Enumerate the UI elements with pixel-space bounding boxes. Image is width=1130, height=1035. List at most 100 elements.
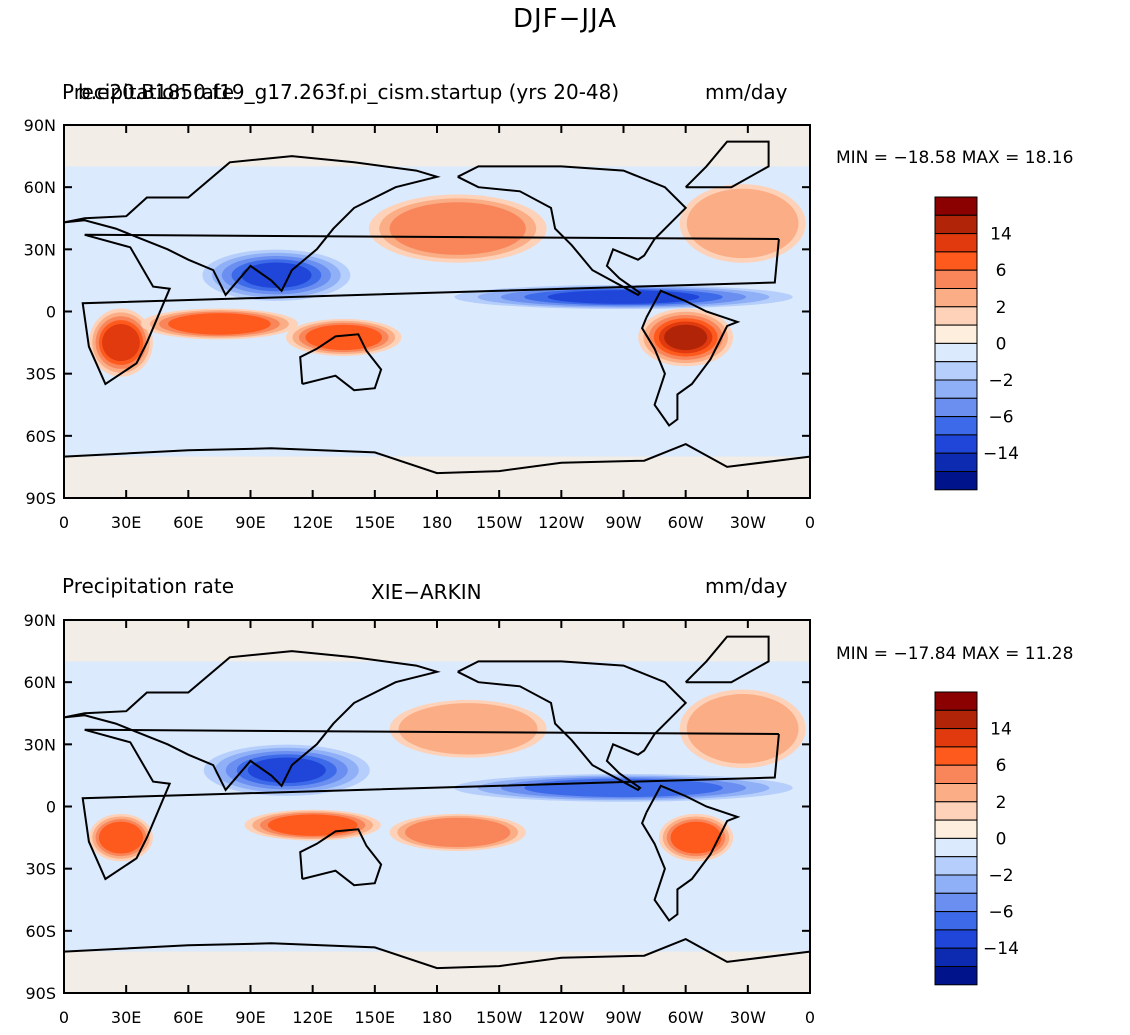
lon-tick-label: 150W: [476, 513, 523, 532]
lon-tick-label: 30E: [111, 513, 141, 532]
colorbar-swatch: [934, 251, 978, 271]
colorbar-swatch: [934, 306, 978, 326]
colorbar-swatch: [934, 709, 978, 730]
lon-tick-label: 120W: [538, 1008, 585, 1027]
lon-tick-label: 60E: [173, 1008, 203, 1027]
colorbar-swatch: [934, 269, 978, 290]
lon-tick-label: 60W: [668, 513, 704, 532]
colorbar-swatch: [934, 471, 978, 491]
lat-tick-label: 90N: [24, 116, 56, 135]
colorbar-label: 14: [990, 225, 1012, 245]
colorbar-label: −2: [988, 866, 1013, 886]
lat-tick-label: 90S: [25, 489, 56, 508]
colorbar-label: −14: [983, 444, 1019, 464]
coastline: [64, 442, 810, 475]
lon-tick-label: 30W: [730, 513, 766, 532]
panel1-map: [64, 125, 810, 498]
colorbar-swatch: [934, 966, 978, 986]
lon-tick-label: 150W: [476, 1008, 523, 1027]
panel1-minmax: MIN = −18.58 MAX = 18.16: [836, 148, 1074, 168]
coastline: [684, 635, 770, 684]
colorbar-swatch: [934, 728, 978, 748]
coastline: [457, 165, 688, 297]
lat-tick-label: 0: [46, 798, 56, 817]
coastline: [457, 660, 688, 792]
precip-contour: [389, 202, 526, 255]
panel1-units: mm/day: [705, 80, 788, 104]
colorbar-label: −6: [988, 408, 1013, 428]
precip-contour: [670, 821, 722, 854]
colorbar-label: −14: [983, 939, 1019, 959]
lat-tick-label: 30N: [24, 240, 56, 259]
colorbar-swatch: [934, 434, 978, 454]
precip-contour: [267, 814, 358, 836]
colorbar-label: 2: [996, 793, 1007, 813]
lon-tick-label: 180: [422, 513, 453, 532]
colorbar-swatch: [934, 746, 978, 766]
colorbar-swatch: [934, 288, 978, 308]
precip-contour: [168, 313, 271, 335]
coastline: [640, 289, 741, 427]
precip-contour: [98, 821, 144, 854]
precip-contour: [686, 188, 799, 259]
lat-tick-label: 30S: [25, 860, 56, 879]
lat-tick-label: 60S: [25, 922, 56, 941]
colorbar-swatch: [934, 452, 978, 473]
lon-tick-label: 90W: [605, 513, 641, 532]
lat-tick-label: 30N: [24, 735, 56, 754]
lat-tick-label: 60S: [25, 427, 56, 446]
colorbar-swatch: [934, 837, 978, 858]
field-background: [64, 620, 810, 993]
precip-contour: [102, 324, 140, 362]
lon-tick-label: 0: [805, 513, 815, 532]
panel2-minmax: MIN = −17.84 MAX = 11.28: [836, 644, 1074, 664]
lat-tick-label: 0: [46, 303, 56, 322]
precip-contour: [547, 290, 700, 304]
coastline: [81, 728, 780, 881]
lat-tick-label: 60N: [24, 178, 56, 197]
coastline: [81, 233, 780, 386]
colorbar-swatch: [934, 196, 978, 216]
colorbar-swatch: [934, 397, 978, 418]
coastline: [299, 333, 383, 392]
lat-tick-label: 60N: [24, 673, 56, 692]
colorbar-swatch: [934, 892, 978, 913]
colorbar-swatch: [934, 233, 978, 253]
coastline: [640, 784, 741, 922]
lon-tick-label: 90E: [235, 513, 265, 532]
colorbar-swatch: [934, 324, 978, 344]
colorbar-label: 0: [996, 334, 1007, 354]
colorbar-label: 0: [996, 829, 1007, 849]
coastline: [684, 140, 770, 189]
colorbar-swatch: [934, 911, 978, 931]
lon-tick-label: 120W: [538, 513, 585, 532]
lat-tick-label: 30S: [25, 365, 56, 384]
lon-tick-label: 120E: [292, 513, 333, 532]
lon-tick-label: 150E: [355, 513, 396, 532]
precip-contour: [247, 757, 326, 783]
colorbar-swatch: [934, 929, 978, 949]
lon-tick-label: 60E: [173, 513, 203, 532]
colorbar-swatch: [934, 214, 978, 235]
panel1-case-title: b.e20.B1850.f19_g17.263f.pi_cism.startup…: [78, 80, 620, 104]
colorbar-label: 6: [996, 756, 1007, 776]
coastline: [64, 155, 441, 297]
lon-tick-label: 0: [59, 513, 69, 532]
colorbar-label: 6: [996, 261, 1007, 281]
colorbar-swatch: [934, 379, 978, 399]
precip-contour: [398, 703, 538, 755]
lon-tick-label: 90E: [235, 1008, 265, 1027]
lon-tick-label: 150E: [355, 1008, 396, 1027]
colorbar-label: 14: [990, 720, 1012, 740]
lon-tick-label: 30E: [111, 1008, 141, 1027]
colorbar-label: −6: [988, 903, 1013, 923]
colorbar-swatch: [934, 691, 978, 711]
coastline: [299, 828, 383, 887]
lon-tick-label: 0: [59, 1008, 69, 1027]
colorbar-swatch: [934, 819, 978, 839]
coastline: [64, 650, 441, 792]
lon-tick-label: 90W: [605, 1008, 641, 1027]
